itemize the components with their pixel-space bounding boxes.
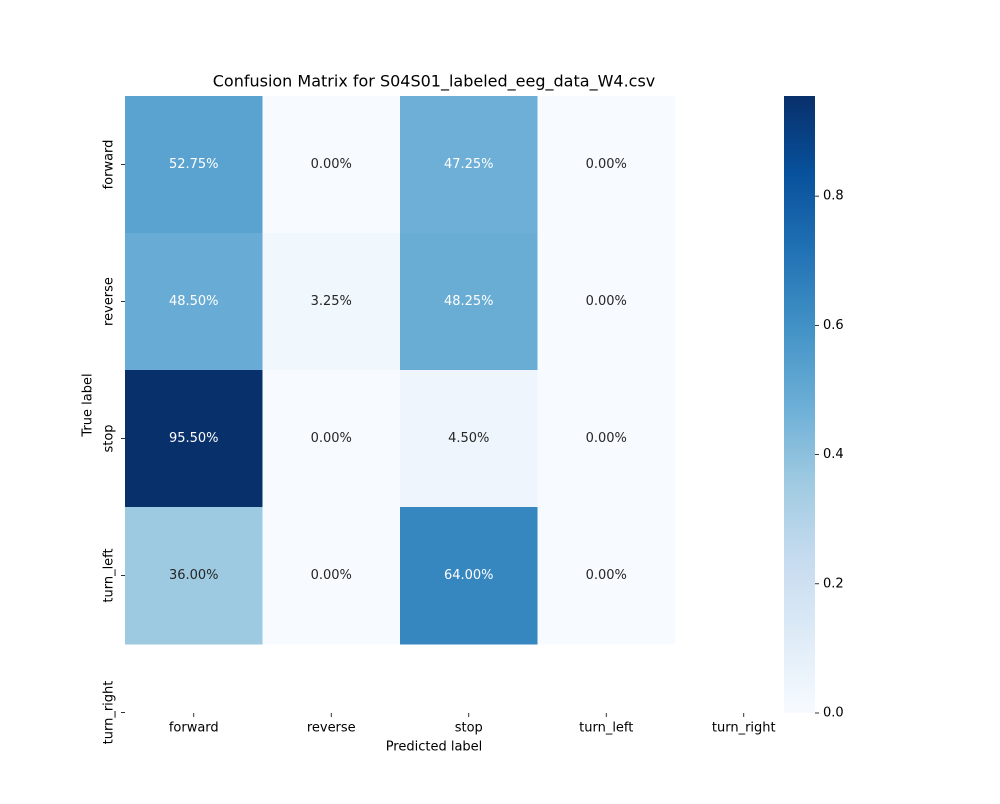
cell-label: 48.25% [444, 294, 494, 309]
colorbar-tick-label: 0.2 [823, 576, 844, 591]
x-tick-label: reverse [307, 721, 356, 736]
cell-label: 0.00% [311, 568, 352, 583]
heatmap-cells [125, 96, 676, 645]
colorbar-tick-label: 0.4 [823, 447, 844, 462]
heatmap-cell [262, 96, 401, 234]
cell-label: 47.25% [444, 157, 494, 172]
cell-label: 0.00% [311, 431, 352, 446]
heatmap-cell [400, 370, 538, 508]
y-tick-label: turn_left [102, 548, 117, 602]
heatmap-cell [125, 370, 263, 508]
heatmap-cell [125, 507, 263, 645]
chart-title: Confusion Matrix for S04S01_labeled_eeg_… [213, 72, 656, 92]
x-tick-label: turn_left [579, 721, 633, 736]
colorbar [784, 96, 815, 713]
x-tick-label: stop [455, 721, 483, 736]
cell-label: 64.00% [444, 568, 494, 583]
heatmap-cell [262, 370, 401, 508]
x-axis-label: Predicted label [386, 740, 483, 755]
heatmap-cell [262, 233, 401, 371]
y-tick-label: forward [102, 140, 117, 190]
cell-label: 0.00% [311, 157, 352, 172]
x-tick-label: turn_right [712, 721, 776, 736]
heatmap-cell [125, 233, 263, 371]
colorbar-tick-label: 0.6 [823, 318, 844, 333]
x-tick-label: forward [169, 721, 219, 736]
colorbar-tick-label: 0.8 [823, 189, 844, 204]
heatmap-cell [400, 233, 538, 371]
y-tick-label: reverse [102, 277, 117, 326]
cell-label: 52.75% [169, 157, 219, 172]
cell-label: 0.00% [586, 157, 627, 172]
heatmap-cell [537, 233, 676, 371]
y-tick-label: stop [102, 424, 117, 452]
cell-label: 95.50% [169, 431, 219, 446]
cell-label: 48.50% [169, 294, 219, 309]
heatmap-cell [125, 96, 263, 234]
y-axis-label: True label [81, 373, 96, 437]
cell-label: 4.50% [448, 431, 489, 446]
cell-label: 0.00% [586, 431, 627, 446]
heatmap-cell [400, 507, 538, 645]
cell-label: 0.00% [586, 568, 627, 583]
heatmap-cell [262, 507, 401, 645]
heatmap-cell [537, 96, 676, 234]
cell-label: 0.00% [586, 294, 627, 309]
y-tick-label: turn_right [102, 681, 117, 745]
cell-label: 3.25% [311, 294, 352, 309]
colorbar-tick-label: 0.0 [823, 706, 844, 721]
heatmap-cell [537, 507, 676, 645]
cell-label: 36.00% [169, 568, 219, 583]
heatmap-cell [537, 370, 676, 508]
heatmap-cell [400, 96, 538, 234]
